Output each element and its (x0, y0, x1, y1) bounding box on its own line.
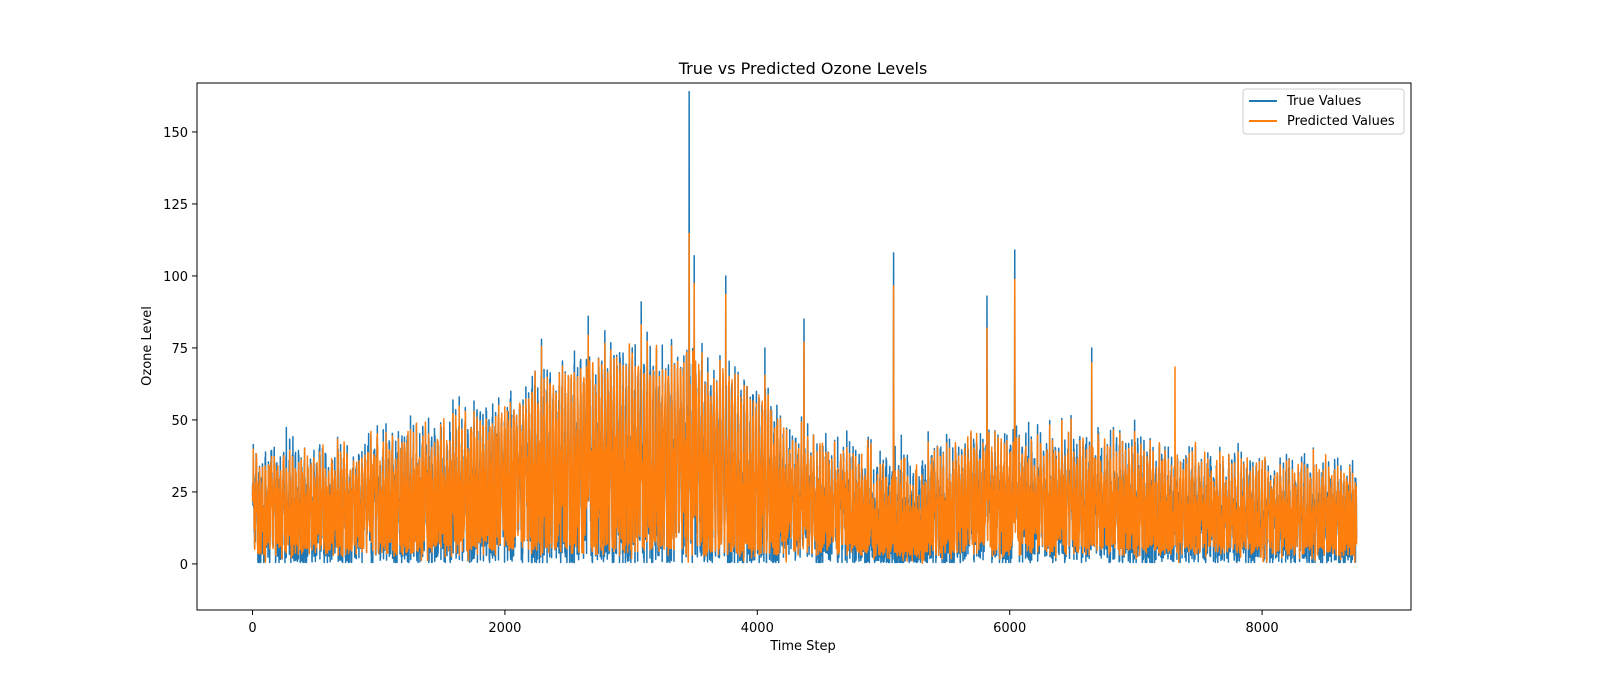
y-axis: 0 25 50 75 100 125 150 (163, 126, 197, 573)
chart-title: True vs Predicted Ozone Levels (678, 59, 928, 78)
y-tick-label: 75 (171, 342, 188, 357)
y-tick-label: 25 (171, 486, 188, 501)
x-tick-label: 2000 (488, 621, 521, 636)
series-line-predicted (251, 232, 1358, 565)
series-layer (251, 90, 1358, 565)
x-tick-label: 4000 (741, 621, 774, 636)
legend-label-true: True Values (1286, 94, 1361, 109)
legend-box (1242, 88, 1405, 135)
legend: True Values Predicted Values (1242, 88, 1405, 135)
plot-frame (196, 82, 1412, 611)
x-tick-label: 8000 (1246, 621, 1279, 636)
x-axis-label: Time Step (769, 639, 836, 654)
y-tick-label: 0 (180, 558, 188, 573)
x-tick-label: 6000 (993, 621, 1026, 636)
y-tick-label: 125 (163, 198, 188, 213)
x-tick-label: 0 (248, 621, 256, 636)
y-tick-label: 50 (171, 414, 188, 429)
y-axis-label: Ozone Level (140, 306, 155, 386)
x-axis: 0 2000 4000 6000 8000 (248, 610, 1279, 636)
y-tick-label: 100 (163, 270, 188, 285)
legend-label-predicted: Predicted Values (1287, 114, 1395, 129)
y-tick-label: 150 (163, 126, 188, 141)
